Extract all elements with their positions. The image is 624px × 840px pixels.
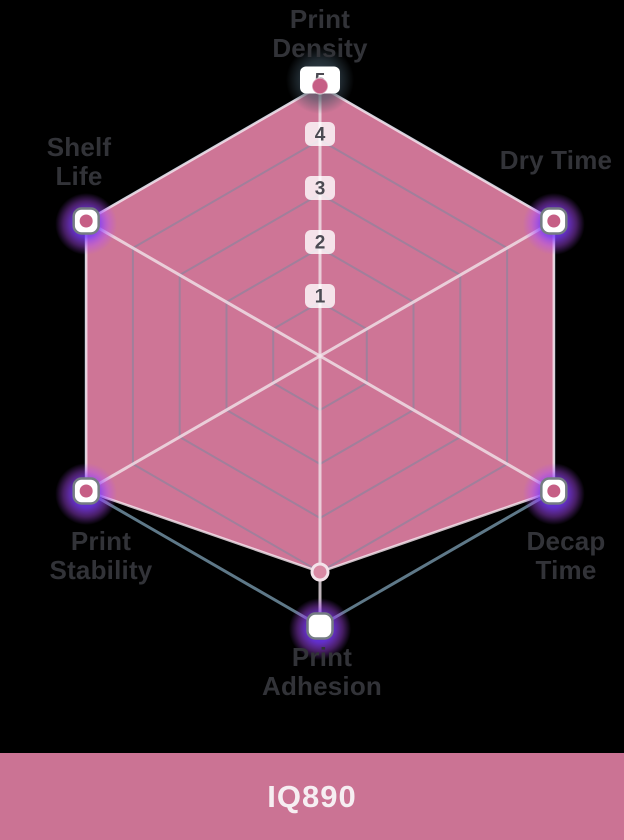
axis-label-line: Life — [55, 161, 103, 191]
axis-label-line: Stability — [49, 555, 153, 585]
vertex-handle-dot[interactable] — [311, 77, 329, 95]
axis-label-print-density: Print Density — [272, 5, 367, 63]
series-banner: IQ890 — [0, 753, 624, 840]
data-point-marker — [310, 562, 330, 582]
axis-label-line: Shelf — [46, 132, 112, 162]
tick-label-1: 1 — [315, 287, 326, 308]
axis-label-line: Decap — [526, 526, 606, 556]
vertex-handle-dot[interactable] — [79, 484, 93, 498]
axis-label-line: Print — [291, 642, 353, 672]
axis-label-line: Print — [289, 4, 351, 34]
vertex-handle-dot[interactable] — [79, 214, 93, 228]
tick-box-3 — [305, 176, 335, 200]
axis-spoke-2 — [319, 354, 555, 493]
tick-box-2 — [305, 230, 335, 254]
axis-label-line: Time — [535, 555, 597, 585]
axis-label-print-adhesion: Print Adhesion — [262, 643, 382, 701]
tick-label-4: 4 — [315, 125, 326, 146]
tick-box-4 — [305, 122, 335, 146]
vertex-handle-dot[interactable] — [547, 214, 561, 228]
axis-label-decap-time: Decap Time — [526, 527, 605, 585]
axis-label-line: Dry Time — [499, 145, 613, 175]
axis-label-shelf-life: Shelf Life — [47, 133, 112, 191]
vertex-handle-dot[interactable] — [547, 484, 561, 498]
vertex-handle[interactable] — [306, 612, 334, 640]
axis-label-line: Print — [70, 526, 132, 556]
axis-spoke-5 — [85, 219, 321, 358]
axis-spoke-4 — [85, 354, 321, 493]
axis-label-dry-time: Dry Time — [500, 146, 612, 175]
radar-chart: 12345 — [55, 46, 585, 660]
series-banner-label: IQ890 — [267, 778, 357, 814]
tick-label-3: 3 — [315, 179, 326, 200]
axis-spoke-1 — [319, 219, 555, 358]
tick-box-1 — [305, 284, 335, 308]
axis-label-line: Adhesion — [261, 671, 383, 701]
axis-label-line: Density — [272, 33, 368, 63]
axis-label-print-stability: Print Stability — [50, 527, 153, 585]
tick-label-2: 2 — [315, 233, 326, 254]
